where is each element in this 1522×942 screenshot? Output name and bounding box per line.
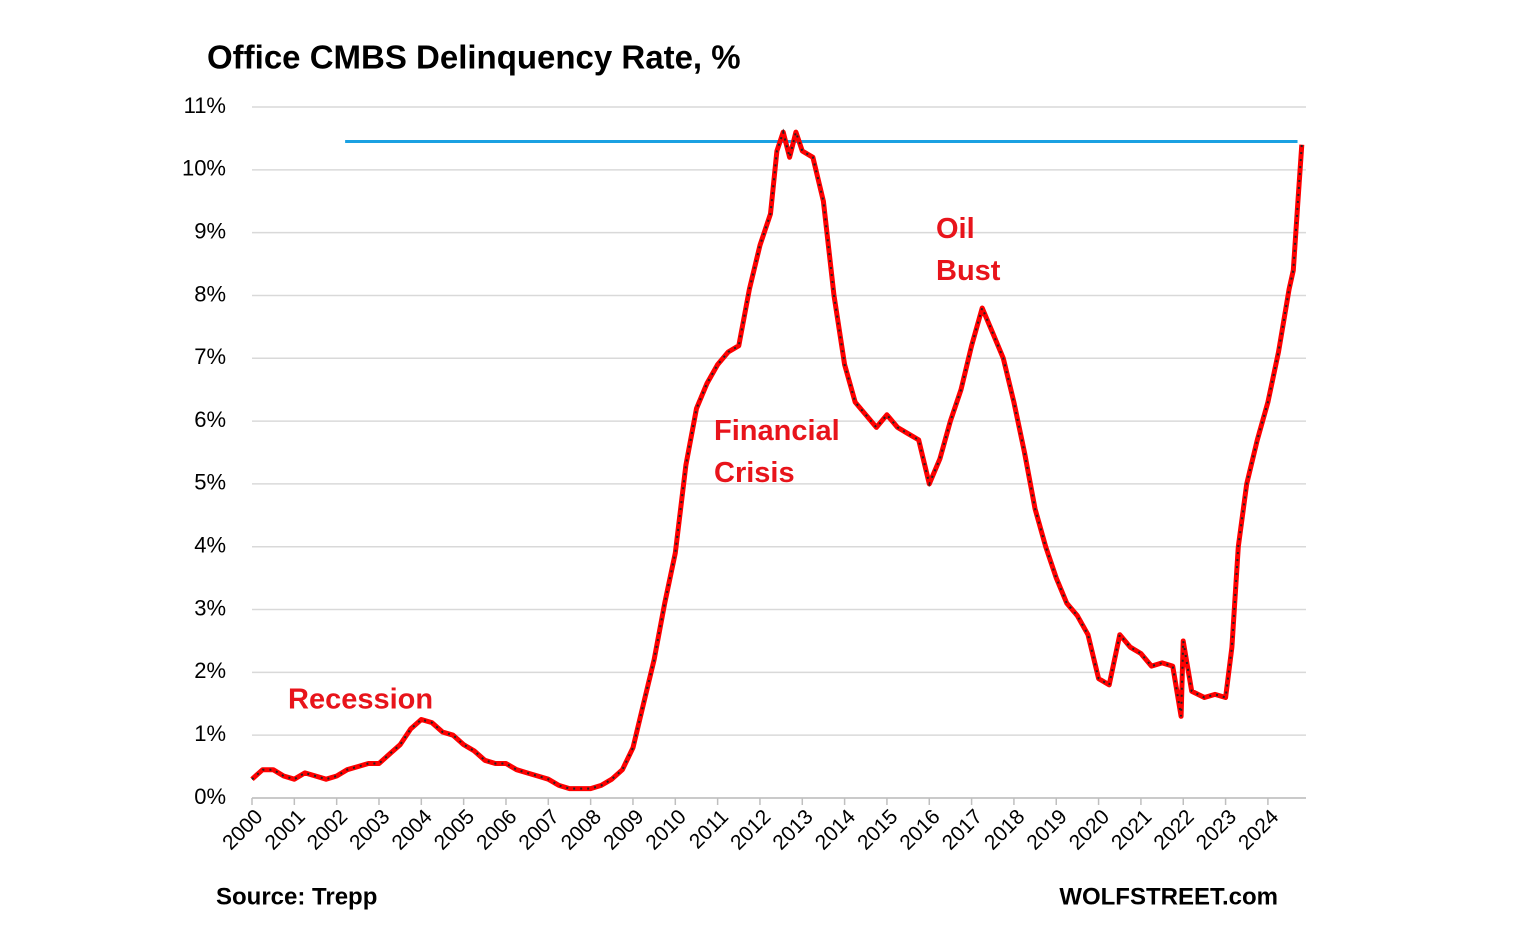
x-tick-label: 2004 <box>387 805 437 855</box>
x-tick-label: 2017 <box>938 805 987 854</box>
x-tick-label: 2014 <box>811 805 861 855</box>
x-tick-label: 2018 <box>980 805 1029 854</box>
x-tick-label: 2022 <box>1149 805 1198 854</box>
watermark: WOLFSTREET.com <box>1059 883 1278 910</box>
chart-title: Office CMBS Delinquency Rate, % <box>207 39 741 76</box>
x-tick-label: 2010 <box>641 805 690 854</box>
y-tick-label: 10% <box>182 156 226 181</box>
x-tick-label: 2008 <box>557 805 606 854</box>
y-tick-label: 0% <box>194 784 226 809</box>
y-tick-label: 5% <box>194 470 226 495</box>
y-tick-label: 1% <box>194 721 226 746</box>
y-tick-label: 9% <box>194 218 226 243</box>
y-tick-label: 8% <box>194 281 226 306</box>
x-tick-label: 2007 <box>514 805 563 854</box>
y-tick-label: 7% <box>194 344 226 369</box>
x-tick-label: 2012 <box>726 805 775 854</box>
annotation: Financial Crisis <box>714 415 840 489</box>
y-tick-label: 3% <box>194 595 226 620</box>
x-tick-label: 2009 <box>599 805 648 854</box>
annotation: Recession <box>288 684 433 716</box>
x-tick-label: 2024 <box>1234 805 1284 855</box>
source: Source: Trepp <box>216 883 377 910</box>
x-tick-label: 2021 <box>1107 805 1156 854</box>
x-tick-label: 2001 <box>260 805 309 854</box>
x-tick-label: 2020 <box>1065 805 1114 854</box>
x-tick-label: 2002 <box>303 805 352 854</box>
x-tick-label: 2023 <box>1192 805 1241 854</box>
x-tick-label: 2000 <box>218 805 267 854</box>
y-tick-label: 2% <box>194 658 226 683</box>
x-tick-label: 2015 <box>853 805 902 854</box>
x-tick-label: 2011 <box>685 805 733 853</box>
x-tick-label: 2005 <box>430 805 479 854</box>
y-tick-label: 11% <box>184 93 226 118</box>
x-tick-label: 2006 <box>472 805 521 854</box>
data-line-markers <box>251 128 1303 790</box>
x-tick-label: 2019 <box>1022 805 1071 854</box>
x-tick-label: 2013 <box>768 805 817 854</box>
x-tick-label: 2003 <box>345 805 394 854</box>
annotation: Oil Bust <box>936 213 1001 287</box>
y-tick-label: 4% <box>194 533 226 558</box>
y-tick-label: 6% <box>194 407 226 432</box>
x-tick-label: 2016 <box>895 805 944 854</box>
